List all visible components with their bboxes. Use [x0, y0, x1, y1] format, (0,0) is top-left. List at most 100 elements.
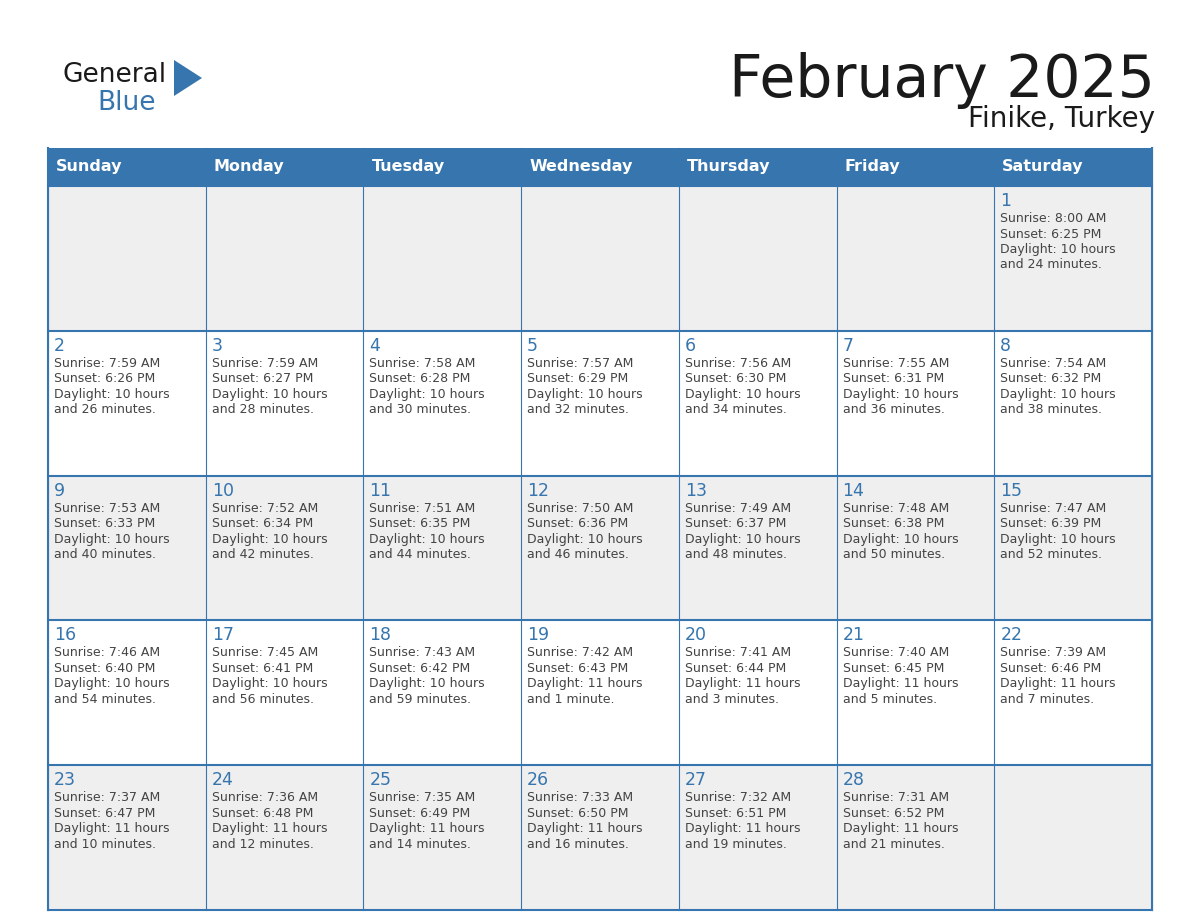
Text: Thursday: Thursday [687, 160, 770, 174]
Text: Daylight: 10 hours: Daylight: 10 hours [53, 387, 170, 401]
Text: Daylight: 10 hours: Daylight: 10 hours [369, 677, 485, 690]
Text: Daylight: 10 hours: Daylight: 10 hours [211, 532, 328, 545]
Text: Daylight: 11 hours: Daylight: 11 hours [527, 677, 643, 690]
Text: Sunset: 6:27 PM: Sunset: 6:27 PM [211, 373, 314, 386]
Bar [994, 148, 1152, 186]
Text: Sunrise: 7:53 AM: Sunrise: 7:53 AM [53, 501, 160, 515]
Text: Sunset: 6:35 PM: Sunset: 6:35 PM [369, 517, 470, 530]
Text: 22: 22 [1000, 626, 1023, 644]
Text: Sunset: 6:32 PM: Sunset: 6:32 PM [1000, 373, 1101, 386]
Text: and 40 minutes.: and 40 minutes. [53, 548, 156, 561]
Text: and 21 minutes.: and 21 minutes. [842, 838, 944, 851]
Text: and 26 minutes.: and 26 minutes. [53, 403, 156, 416]
Text: and 14 minutes.: and 14 minutes. [369, 838, 472, 851]
Text: Monday: Monday [214, 160, 284, 174]
Text: Daylight: 10 hours: Daylight: 10 hours [369, 532, 485, 545]
Text: and 56 minutes.: and 56 minutes. [211, 693, 314, 706]
Bar [48, 476, 1152, 621]
Text: Sunset: 6:26 PM: Sunset: 6:26 PM [53, 373, 156, 386]
Text: Sunset: 6:41 PM: Sunset: 6:41 PM [211, 662, 312, 675]
Text: Blue: Blue [97, 90, 156, 116]
Text: and 19 minutes.: and 19 minutes. [684, 838, 786, 851]
Text: Sunset: 6:46 PM: Sunset: 6:46 PM [1000, 662, 1101, 675]
Text: Daylight: 10 hours: Daylight: 10 hours [527, 532, 643, 545]
Text: Daylight: 10 hours: Daylight: 10 hours [684, 387, 801, 401]
Text: General: General [62, 62, 166, 88]
Text: 5: 5 [527, 337, 538, 354]
Text: Daylight: 10 hours: Daylight: 10 hours [369, 387, 485, 401]
Text: Daylight: 10 hours: Daylight: 10 hours [211, 387, 328, 401]
Text: 17: 17 [211, 626, 234, 644]
Bar [48, 148, 206, 186]
Text: Sunset: 6:44 PM: Sunset: 6:44 PM [684, 662, 786, 675]
Text: 8: 8 [1000, 337, 1011, 354]
Bar [48, 621, 1152, 766]
Text: 13: 13 [684, 482, 707, 499]
Text: Sunrise: 7:48 AM: Sunrise: 7:48 AM [842, 501, 949, 515]
Text: 7: 7 [842, 337, 853, 354]
Text: Friday: Friday [845, 160, 901, 174]
Bar [522, 148, 678, 186]
Text: Sunrise: 7:55 AM: Sunrise: 7:55 AM [842, 357, 949, 370]
Text: Sunrise: 7:49 AM: Sunrise: 7:49 AM [684, 501, 791, 515]
Text: Sunset: 6:51 PM: Sunset: 6:51 PM [684, 807, 786, 820]
Text: 28: 28 [842, 771, 865, 789]
Text: Sunset: 6:37 PM: Sunset: 6:37 PM [684, 517, 786, 530]
Text: and 28 minutes.: and 28 minutes. [211, 403, 314, 416]
Text: Sunset: 6:43 PM: Sunset: 6:43 PM [527, 662, 628, 675]
Bar [836, 148, 994, 186]
Text: Daylight: 10 hours: Daylight: 10 hours [211, 677, 328, 690]
Text: 10: 10 [211, 482, 234, 499]
Text: Sunrise: 7:42 AM: Sunrise: 7:42 AM [527, 646, 633, 659]
Text: 26: 26 [527, 771, 549, 789]
Text: and 1 minute.: and 1 minute. [527, 693, 614, 706]
Text: Sunset: 6:36 PM: Sunset: 6:36 PM [527, 517, 628, 530]
Text: Daylight: 10 hours: Daylight: 10 hours [1000, 532, 1116, 545]
Text: 20: 20 [684, 626, 707, 644]
Bar [364, 148, 522, 186]
Text: Sunrise: 7:59 AM: Sunrise: 7:59 AM [53, 357, 160, 370]
Text: Daylight: 10 hours: Daylight: 10 hours [53, 677, 170, 690]
Bar [48, 330, 1152, 476]
Text: Daylight: 11 hours: Daylight: 11 hours [684, 677, 801, 690]
Text: Tuesday: Tuesday [372, 160, 444, 174]
Text: Sunset: 6:28 PM: Sunset: 6:28 PM [369, 373, 470, 386]
Text: 4: 4 [369, 337, 380, 354]
Text: Daylight: 10 hours: Daylight: 10 hours [842, 387, 959, 401]
Text: 3: 3 [211, 337, 222, 354]
Text: 9: 9 [53, 482, 65, 499]
Text: Sunset: 6:47 PM: Sunset: 6:47 PM [53, 807, 156, 820]
Text: 21: 21 [842, 626, 865, 644]
Text: Sunset: 6:38 PM: Sunset: 6:38 PM [842, 517, 944, 530]
Text: 2: 2 [53, 337, 65, 354]
Text: Daylight: 11 hours: Daylight: 11 hours [211, 823, 327, 835]
Text: Finike, Turkey: Finike, Turkey [968, 105, 1155, 133]
Text: and 12 minutes.: and 12 minutes. [211, 838, 314, 851]
Text: and 10 minutes.: and 10 minutes. [53, 838, 156, 851]
Text: Sunset: 6:42 PM: Sunset: 6:42 PM [369, 662, 470, 675]
Text: Daylight: 10 hours: Daylight: 10 hours [1000, 243, 1116, 256]
Text: Sunrise: 7:54 AM: Sunrise: 7:54 AM [1000, 357, 1106, 370]
Bar [48, 186, 1152, 330]
Text: and 42 minutes.: and 42 minutes. [211, 548, 314, 561]
Text: Daylight: 10 hours: Daylight: 10 hours [684, 532, 801, 545]
Text: 15: 15 [1000, 482, 1023, 499]
Text: and 32 minutes.: and 32 minutes. [527, 403, 628, 416]
Text: Sunset: 6:50 PM: Sunset: 6:50 PM [527, 807, 628, 820]
Text: 24: 24 [211, 771, 234, 789]
Text: Sunrise: 7:57 AM: Sunrise: 7:57 AM [527, 357, 633, 370]
Text: Sunday: Sunday [56, 160, 122, 174]
Text: and 48 minutes.: and 48 minutes. [684, 548, 786, 561]
Text: Sunrise: 7:37 AM: Sunrise: 7:37 AM [53, 791, 160, 804]
Text: Sunrise: 7:40 AM: Sunrise: 7:40 AM [842, 646, 949, 659]
Text: Daylight: 11 hours: Daylight: 11 hours [842, 823, 958, 835]
Text: Sunset: 6:39 PM: Sunset: 6:39 PM [1000, 517, 1101, 530]
Text: Sunset: 6:48 PM: Sunset: 6:48 PM [211, 807, 314, 820]
Text: 18: 18 [369, 626, 391, 644]
Text: Sunrise: 7:50 AM: Sunrise: 7:50 AM [527, 501, 633, 515]
Text: and 46 minutes.: and 46 minutes. [527, 548, 628, 561]
Text: Sunset: 6:33 PM: Sunset: 6:33 PM [53, 517, 156, 530]
Text: Daylight: 10 hours: Daylight: 10 hours [1000, 387, 1116, 401]
Text: and 3 minutes.: and 3 minutes. [684, 693, 779, 706]
Text: 14: 14 [842, 482, 865, 499]
